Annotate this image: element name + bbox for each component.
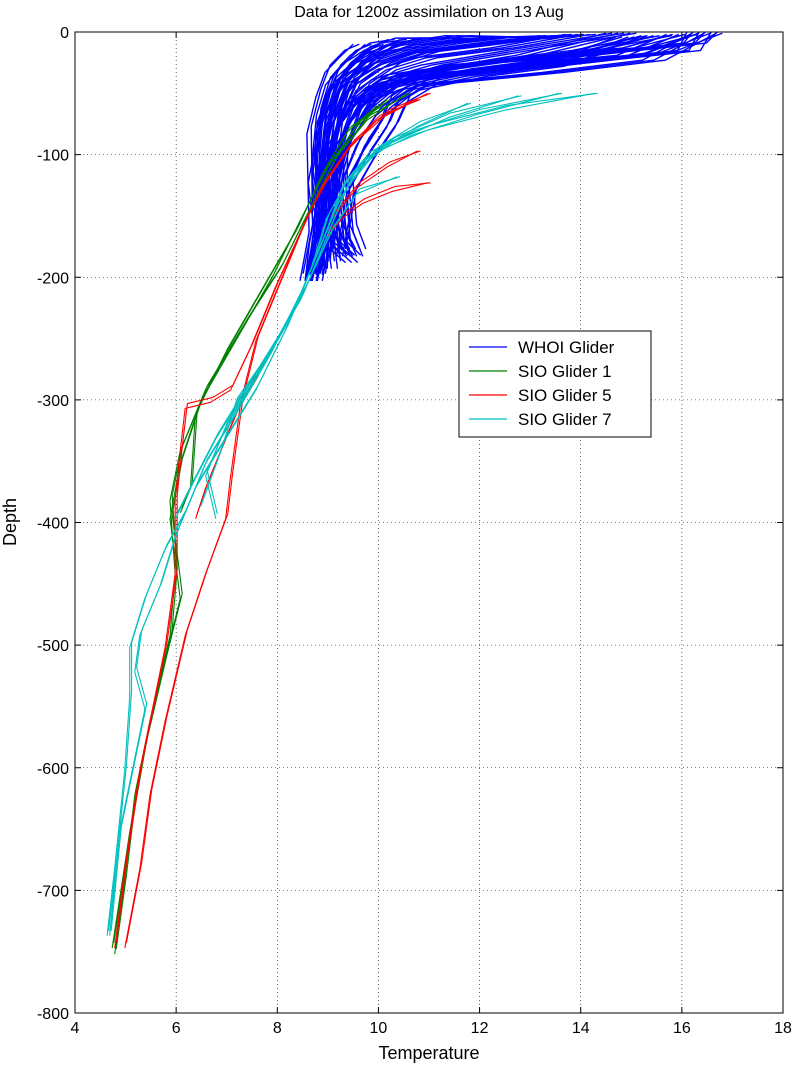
profile-line (115, 92, 411, 950)
profile-line (344, 36, 635, 250)
profile-line (327, 36, 515, 257)
series-whoi-glider (299, 31, 723, 282)
profile-line (196, 375, 260, 515)
data-lines (106, 31, 723, 955)
y-tick-label: -100 (37, 148, 69, 165)
profile-line (320, 38, 401, 264)
y-tick-label: -800 (37, 1006, 69, 1023)
x-tick-label: 10 (370, 1020, 388, 1037)
legend-label: SIO Glider 7 (518, 410, 612, 429)
profile-line (181, 105, 381, 508)
axis-ticks: 4 6 8 10 12 14 16 18 0 -100 -200 -300 -400 -500 -600 -7… (37, 25, 792, 1037)
profile-line (332, 32, 699, 250)
profile-line (114, 92, 408, 955)
x-tick-label: 4 (71, 1020, 80, 1037)
profile-line (311, 38, 389, 264)
series-sio-glider-7 (106, 92, 598, 936)
profile-line (302, 43, 360, 274)
legend-label: SIO Glider 5 (518, 386, 612, 405)
x-tick-label: 12 (471, 1020, 489, 1037)
profile-line (311, 43, 378, 282)
x-tick-label: 14 (572, 1020, 590, 1037)
profile-line (176, 176, 401, 515)
profile-line (327, 38, 414, 264)
profile-line (114, 98, 418, 949)
legend-label: WHOI Glider (518, 338, 615, 357)
profile-line (326, 182, 428, 238)
legend: WHOI Glider SIO Glider 1 SIO Glider 5 SIO G… (458, 330, 652, 438)
profile-line (305, 43, 366, 282)
y-axis-label: Depth (0, 498, 20, 546)
x-tick-label: 18 (774, 1020, 792, 1037)
profile-line (115, 98, 421, 944)
x-tick-label: 6 (172, 1020, 181, 1037)
profile-line (125, 92, 431, 944)
profile-line (333, 150, 421, 214)
y-tick-label: 0 (60, 25, 69, 42)
x-axis-label: Temperature (378, 1043, 479, 1063)
series-sio-glider-1 (111, 92, 411, 955)
y-tick-label: -500 (37, 638, 69, 655)
y-tick-label: -200 (37, 270, 69, 287)
profile-line (308, 43, 372, 274)
profile-line (299, 43, 354, 282)
legend-label: SIO Glider 1 (518, 362, 612, 381)
y-tick-label: -600 (37, 761, 69, 778)
profile-line (201, 102, 472, 502)
y-tick-label: -300 (37, 393, 69, 410)
chart-title: Data for 1200z assimilation on 13 Aug (294, 4, 564, 21)
series-sio-glider-5 (114, 92, 431, 949)
profile-line (331, 150, 418, 219)
y-tick-label: -700 (37, 883, 69, 900)
profile-line (314, 43, 384, 274)
profile-line (110, 92, 598, 931)
x-tick-label: 8 (273, 1020, 282, 1037)
y-tick-label: -400 (37, 516, 69, 533)
x-tick-label: 16 (673, 1020, 691, 1037)
